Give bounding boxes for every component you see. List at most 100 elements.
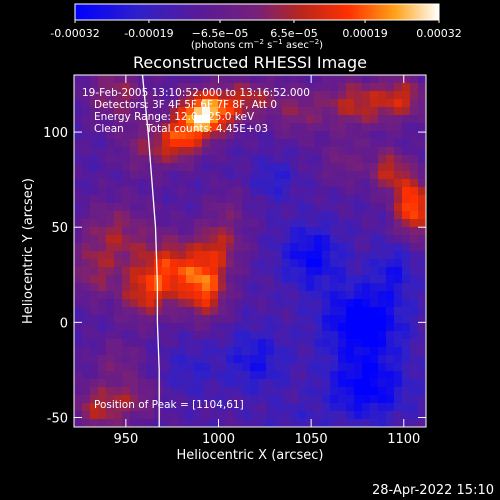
heatmap-cell xyxy=(178,83,187,92)
heatmap-cell xyxy=(290,91,299,100)
heatmap-cell xyxy=(90,179,99,188)
heatmap-cell xyxy=(90,307,99,316)
heatmap-cell xyxy=(314,123,323,132)
x-tick-label: 1100 xyxy=(387,432,420,447)
heatmap-cell xyxy=(266,347,275,356)
heatmap-cell xyxy=(282,219,291,228)
heatmap-cell xyxy=(82,291,91,300)
heatmap-cell xyxy=(210,363,219,372)
heatmap-cell xyxy=(362,283,371,292)
heatmap-cell xyxy=(370,147,379,156)
heatmap-cell xyxy=(90,171,99,180)
heatmap-cell xyxy=(90,339,99,348)
heatmap-cell xyxy=(74,331,83,340)
heatmap-cell xyxy=(250,251,259,260)
heatmap-cell xyxy=(194,275,203,284)
heatmap-cell xyxy=(74,347,83,356)
heatmap-cell xyxy=(170,339,179,348)
heatmap-cell xyxy=(402,395,411,404)
heatmap-cell xyxy=(226,323,235,332)
heatmap-cell xyxy=(402,99,411,108)
heatmap-cell xyxy=(306,163,315,172)
heatmap-cell xyxy=(242,139,251,148)
heatmap-cell xyxy=(354,203,363,212)
heatmap-cell xyxy=(410,187,419,196)
heatmap-cell xyxy=(298,267,307,276)
heatmap-cell xyxy=(402,203,411,212)
heatmap-cell xyxy=(250,355,259,364)
heatmap-cell xyxy=(378,107,387,116)
heatmap-cell xyxy=(338,291,347,300)
heatmap-cell xyxy=(266,299,275,308)
heatmap-cell xyxy=(186,243,195,252)
heatmap-cell xyxy=(338,347,347,356)
heatmap-cell xyxy=(138,379,147,388)
heatmap-cell xyxy=(130,163,139,172)
heatmap-cell xyxy=(106,323,115,332)
heatmap-cell xyxy=(338,75,347,84)
heatmap-cell xyxy=(370,235,379,244)
heatmap-cell xyxy=(194,123,203,132)
heatmap-cell xyxy=(402,147,411,156)
heatmap-cell xyxy=(362,291,371,300)
heatmap-cell xyxy=(242,251,251,260)
heatmap-cell xyxy=(186,387,195,396)
heatmap-cell xyxy=(162,243,171,252)
heatmap-cell xyxy=(146,403,155,412)
heatmap-cell xyxy=(202,411,211,420)
heatmap-cell xyxy=(114,339,123,348)
heatmap-cell xyxy=(410,171,419,180)
heatmap-cell xyxy=(170,315,179,324)
heatmap-cell xyxy=(282,267,291,276)
heatmap-cell xyxy=(226,211,235,220)
heatmap-cell xyxy=(370,99,379,108)
heatmap-cell xyxy=(322,139,331,148)
heatmap-cell xyxy=(154,75,163,84)
heatmap-cell xyxy=(274,331,283,340)
heatmap-cell xyxy=(218,315,227,324)
heatmap-cell xyxy=(170,331,179,340)
heatmap-cell xyxy=(106,211,115,220)
heatmap-cell xyxy=(306,419,315,427)
heatmap-cell xyxy=(186,139,195,148)
heatmap-cell xyxy=(370,251,379,260)
heatmap-cell xyxy=(98,91,107,100)
heatmap-cell xyxy=(402,371,411,380)
heatmap-cell xyxy=(362,219,371,228)
heatmap-cell xyxy=(122,387,131,396)
heatmap-cell xyxy=(186,171,195,180)
heatmap-cell xyxy=(186,347,195,356)
heatmap-cell xyxy=(82,331,91,340)
heatmap-cell xyxy=(314,187,323,196)
heatmap-cell xyxy=(218,419,227,427)
heatmap-cell xyxy=(154,363,163,372)
heatmap-cell xyxy=(242,131,251,140)
heatmap-cell xyxy=(290,195,299,204)
heatmap-cell xyxy=(90,315,99,324)
heatmap-cell xyxy=(306,259,315,268)
heatmap-cell xyxy=(130,411,139,420)
heatmap-cell xyxy=(114,387,123,396)
heatmap-cell xyxy=(250,219,259,228)
heatmap-cell xyxy=(394,387,403,396)
heatmap-cell xyxy=(410,347,419,356)
heatmap-cell xyxy=(370,179,379,188)
heatmap-cell xyxy=(346,419,355,427)
heatmap-cell xyxy=(186,283,195,292)
heatmap-cell xyxy=(306,203,315,212)
heatmap-cell xyxy=(178,339,187,348)
heatmap-cell xyxy=(410,307,419,316)
heatmap-cell xyxy=(322,171,331,180)
heatmap-cell xyxy=(74,123,83,132)
heatmap-cell xyxy=(338,107,347,116)
heatmap-cell xyxy=(418,307,426,316)
heatmap-cell xyxy=(202,371,211,380)
heatmap-cell xyxy=(242,259,251,268)
heatmap-cell xyxy=(82,187,91,196)
heatmap-cell xyxy=(122,331,131,340)
heatmap-cell xyxy=(82,75,91,84)
heatmap-cell xyxy=(234,155,243,164)
heatmap-cell xyxy=(418,123,426,132)
heatmap-cell xyxy=(338,99,347,108)
heatmap-cell xyxy=(346,235,355,244)
